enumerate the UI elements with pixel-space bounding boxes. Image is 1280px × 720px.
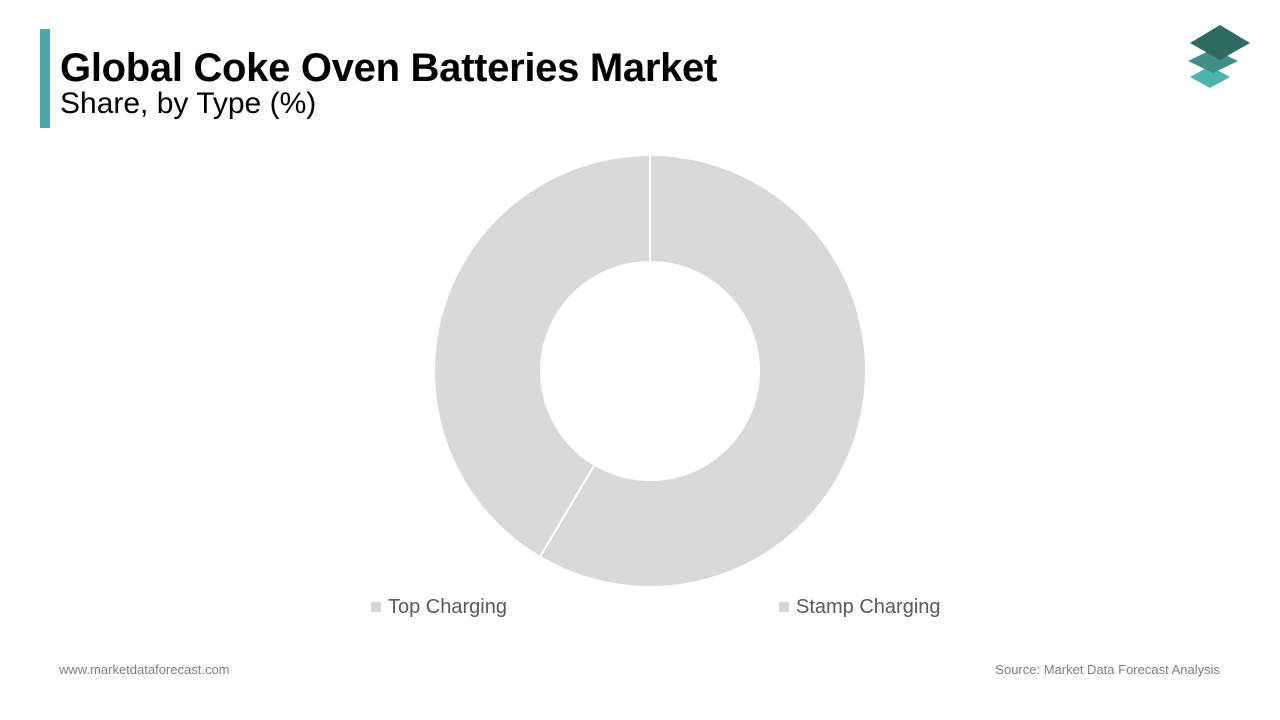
logo-layer-bottom [1190, 66, 1230, 88]
legend-label-top-charging: Top Charging [388, 595, 507, 618]
legend-item-stamp-charging: Stamp Charging [779, 594, 941, 620]
slice-stamp-charging [538, 153, 867, 588]
stacked-layers-icon [1188, 25, 1250, 88]
website-link[interactable]: www.marketdataforecast.com [59, 662, 230, 677]
slice-top-charging [433, 153, 651, 559]
legend-label-stamp-charging: Stamp Charging [796, 595, 941, 618]
title-accent-bar [40, 29, 50, 128]
source-note: Source: Market Data Forecast Analysis [995, 662, 1220, 677]
chart-subtitle: Share, by Type (%) [60, 87, 317, 120]
logo-layer-top [1190, 25, 1250, 60]
chart-title: Global Coke Oven Batteries Market [60, 46, 717, 90]
legend-swatch-top-charging [371, 602, 381, 612]
legend-item-top-charging: Top Charging [371, 594, 507, 620]
legend-swatch-stamp-charging [779, 602, 789, 612]
